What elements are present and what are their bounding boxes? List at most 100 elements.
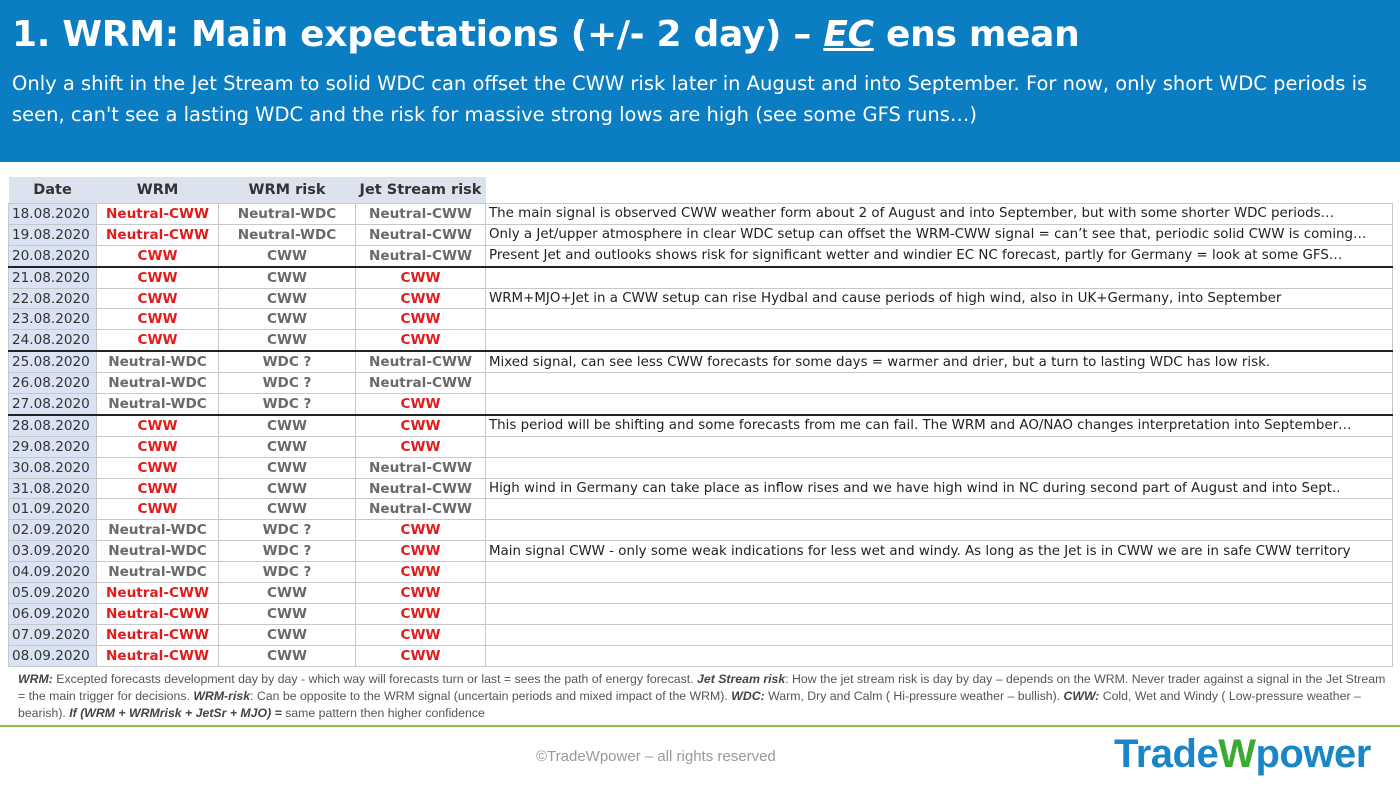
table-row: 26.08.2020 Neutral-WDC WDC ? Neutral-CWW — [8, 372, 1393, 395]
signal-cell: Neutral-CWW — [355, 223, 486, 246]
logo: TradeWpower — [1114, 732, 1371, 777]
date-cell: 27.08.2020 — [8, 393, 97, 416]
date-cell: 04.09.2020 — [8, 561, 97, 584]
signal-cell: Neutral-CWW — [355, 350, 486, 374]
signal-cell: CWW — [96, 266, 219, 289]
signal-cell: Neutral-CWW — [96, 203, 219, 225]
comment-cell — [485, 519, 1393, 542]
comment-cell: Present Jet and outlooks shows risk for … — [485, 244, 1393, 268]
signal-cell: CWW — [96, 287, 219, 310]
signal-cell: CWW — [218, 582, 356, 604]
signal-cell: Neutral-WDC — [96, 350, 219, 374]
column-header: WRM risk — [218, 177, 356, 204]
comment-cell: Main signal CWW - only some weak indicat… — [485, 540, 1393, 563]
table-row: 24.08.2020 CWW CWW CWW — [8, 329, 1393, 353]
signal-cell: CWW — [218, 498, 356, 521]
table-row: 31.08.2020 CWW CWW Neutral-CWW High wind in … — [8, 477, 1393, 500]
table-row: 19.08.2020 Neutral-CWW Neutral-WDC Neutral-… — [8, 223, 1393, 246]
column-header: Jet Stream risk — [355, 177, 486, 204]
signal-cell: CWW — [96, 414, 219, 437]
comment-cell — [485, 266, 1393, 289]
subtitle: Only a shift in the Jet Stream to solid … — [12, 72, 1368, 126]
note-text: : How the jet stream risk is day by day … — [18, 672, 1386, 703]
signal-cell: Neutral-CWW — [355, 456, 486, 479]
signal-cell: CWW — [355, 540, 486, 563]
divider — [0, 725, 1400, 727]
signal-cell: CWW — [96, 308, 219, 331]
date-cell: 29.08.2020 — [8, 435, 97, 458]
signal-cell: Neutral-CWW — [96, 223, 219, 246]
note-term: CWW: — [1063, 689, 1100, 703]
signal-cell: Neutral-WDC — [96, 540, 219, 563]
signal-cell: CWW — [218, 623, 356, 646]
signal-cell: Neutral-WDC — [96, 519, 219, 542]
signal-cell: Neutral-CWW — [96, 644, 219, 667]
header-spacer — [485, 177, 1393, 204]
date-cell: 24.08.2020 — [8, 329, 97, 353]
date-cell: 01.09.2020 — [8, 498, 97, 521]
signal-cell: WDC ? — [218, 393, 356, 416]
signal-cell: WDC ? — [218, 519, 356, 542]
signal-cell: CWW — [218, 308, 356, 331]
signal-cell: CWW — [96, 329, 219, 353]
date-cell: 20.08.2020 — [8, 244, 97, 268]
title-emphasis: EC — [823, 14, 874, 55]
title-part: 1. WRM: Main expectations (+/- 2 day) – — [12, 14, 824, 55]
comment-cell — [485, 602, 1393, 625]
note-text: same pattern then higher confidence — [281, 706, 485, 720]
signal-cell: Neutral-CWW — [355, 477, 486, 500]
title-part: ens mean — [873, 14, 1080, 55]
signal-cell: CWW — [96, 456, 219, 479]
signal-cell: CWW — [96, 435, 219, 458]
footnote: WRM: Excepted forecasts development day … — [18, 671, 1388, 722]
signal-cell: CWW — [218, 477, 356, 500]
table-row: 21.08.2020 CWW CWW CWW — [8, 266, 1393, 289]
signal-cell: WDC ? — [218, 372, 356, 395]
table-row: 25.08.2020 Neutral-WDC WDC ? Neutral-CWW Mix… — [8, 350, 1393, 374]
table-row: 18.08.2020 Neutral-CWW Neutral-WDC Neutral-… — [8, 203, 1393, 225]
table-row: 06.09.2020 Neutral-CWW CWW CWW — [8, 602, 1393, 625]
signal-cell: CWW — [355, 266, 486, 289]
date-cell: 18.08.2020 — [8, 203, 97, 225]
signal-cell: CWW — [355, 582, 486, 604]
table-row: 03.09.2020 Neutral-WDC WDC ? CWW Main signal… — [8, 540, 1393, 563]
comment-cell — [485, 623, 1393, 646]
column-header: WRM — [96, 177, 219, 204]
table-row: 27.08.2020 Neutral-WDC WDC ? CWW — [8, 393, 1393, 416]
date-cell: 28.08.2020 — [8, 414, 97, 437]
signal-cell: CWW — [355, 393, 486, 416]
signal-cell: Neutral-CWW — [96, 602, 219, 625]
signal-cell: Neutral-WDC — [218, 223, 356, 246]
table-row: 20.08.2020 CWW CWW Neutral-CWW Present Jet a… — [8, 244, 1393, 268]
note-term: WRM: — [18, 672, 53, 686]
date-cell: 23.08.2020 — [8, 308, 97, 331]
signal-cell: CWW — [96, 477, 219, 500]
signal-cell: CWW — [355, 561, 486, 584]
comment-cell — [485, 561, 1393, 584]
expectations-table: Date WRM WRM risk Jet Stream risk 18.08.202… — [8, 177, 1393, 667]
signal-cell: Neutral-CWW — [355, 498, 486, 521]
signal-cell: CWW — [355, 329, 486, 353]
signal-cell: CWW — [218, 435, 356, 458]
note-term: WDC: — [731, 689, 765, 703]
signal-cell: Neutral-WDC — [218, 203, 356, 225]
logo-part: Trade — [1114, 732, 1219, 776]
table-row: 02.09.2020 Neutral-WDC WDC ? CWW — [8, 519, 1393, 542]
comment-cell — [485, 582, 1393, 604]
signal-cell: CWW — [355, 435, 486, 458]
signal-cell: CWW — [218, 266, 356, 289]
table-row: 01.09.2020 CWW CWW Neutral-CWW — [8, 498, 1393, 521]
note-text: Excepted forecasts development day by da… — [52, 672, 698, 686]
signal-cell: CWW — [355, 623, 486, 646]
comment-cell — [485, 435, 1393, 458]
header-band: 1. WRM: Main expectations (+/- 2 day) – … — [0, 0, 1400, 162]
note-text: Warm, Dry and Calm ( Hi-pressure weather… — [764, 689, 1064, 703]
signal-cell: CWW — [355, 519, 486, 542]
signal-cell: CWW — [218, 287, 356, 310]
signal-cell: Neutral-WDC — [96, 372, 219, 395]
title: 1. WRM: Main expectations (+/- 2 day) – … — [12, 14, 1080, 55]
signal-cell: Neutral-CWW — [355, 372, 486, 395]
signal-cell: Neutral-CWW — [355, 203, 486, 225]
comment-cell — [485, 644, 1393, 667]
